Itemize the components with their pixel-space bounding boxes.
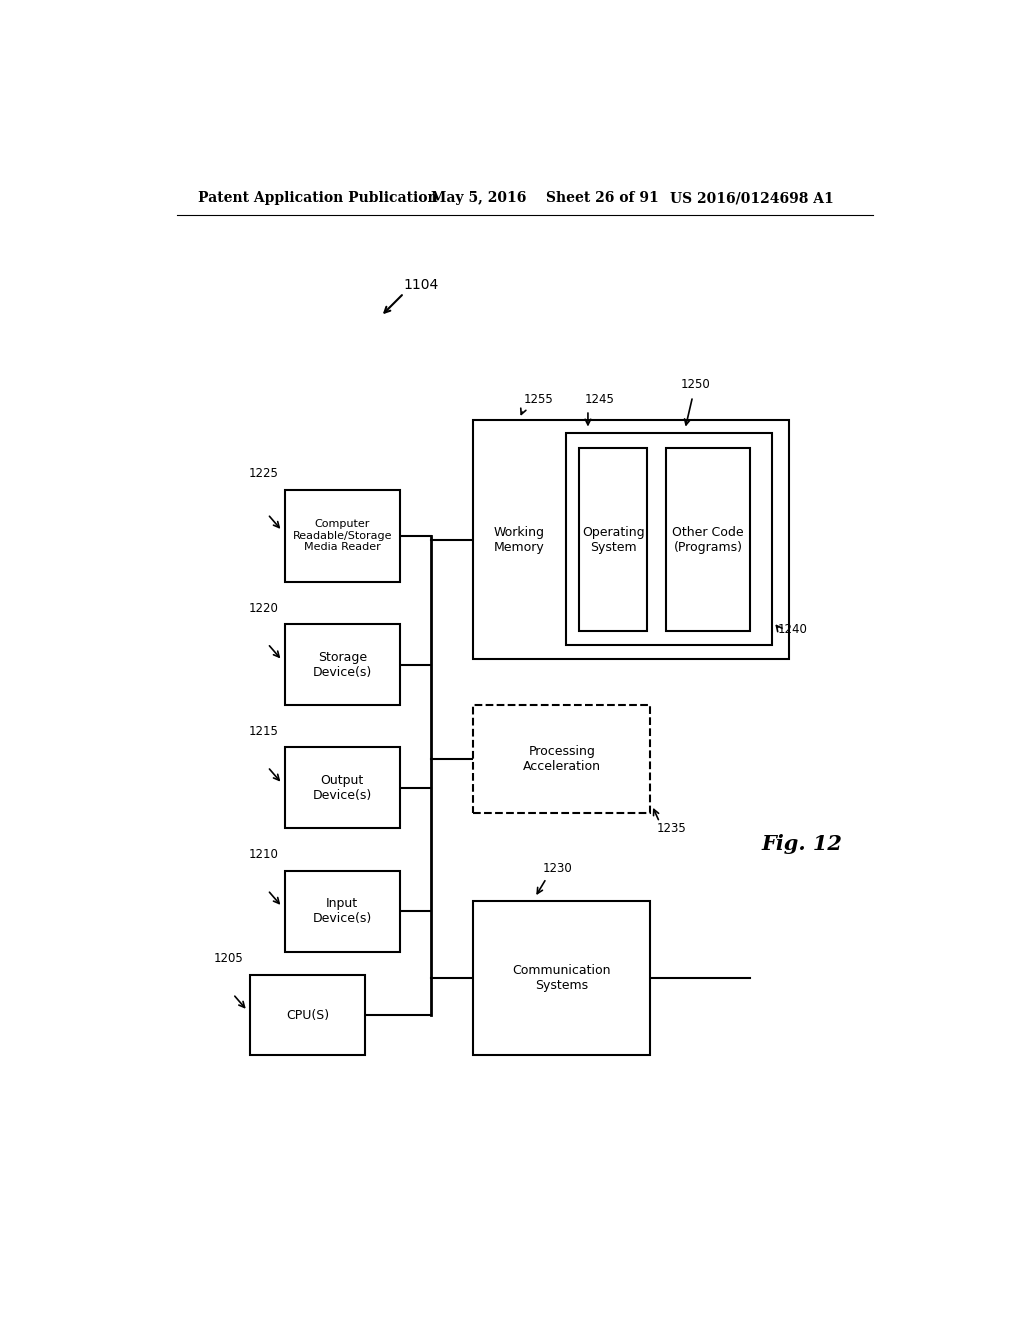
Text: 1220: 1220	[249, 602, 279, 615]
Text: 1215: 1215	[249, 725, 279, 738]
Text: 1250: 1250	[681, 378, 711, 391]
Bar	[285, 747, 400, 829]
Bar	[565, 433, 772, 645]
Text: CPU(S): CPU(S)	[286, 1008, 330, 1022]
Text: 1225: 1225	[249, 467, 279, 480]
Text: Communication
Systems: Communication Systems	[512, 965, 611, 993]
Text: Storage
Device(s): Storage Device(s)	[312, 651, 372, 678]
Text: Computer
Readable/Storage
Media Reader: Computer Readable/Storage Media Reader	[293, 519, 392, 552]
Text: Operating
System: Operating System	[582, 525, 645, 553]
Bar	[666, 447, 751, 631]
Text: US 2016/0124698 A1: US 2016/0124698 A1	[670, 191, 834, 206]
Text: Input
Device(s): Input Device(s)	[312, 898, 372, 925]
Bar	[473, 705, 650, 813]
Text: 1210: 1210	[249, 849, 279, 862]
Text: Other Code
(Programs): Other Code (Programs)	[672, 525, 743, 553]
Text: 1230: 1230	[543, 862, 572, 875]
Text: Sheet 26 of 91: Sheet 26 of 91	[547, 191, 659, 206]
Text: Fig. 12: Fig. 12	[762, 834, 843, 854]
Text: 1255: 1255	[523, 393, 553, 407]
Bar	[250, 974, 366, 1056]
Text: 1104: 1104	[403, 279, 439, 293]
Text: 1240: 1240	[778, 623, 808, 636]
Bar	[580, 447, 647, 631]
Text: May 5, 2016: May 5, 2016	[431, 191, 526, 206]
Bar	[285, 490, 400, 582]
Bar	[285, 624, 400, 705]
Text: Output
Device(s): Output Device(s)	[312, 774, 372, 801]
Text: 1235: 1235	[656, 822, 686, 834]
Bar	[473, 420, 788, 659]
Text: 1205: 1205	[214, 952, 244, 965]
Text: 1245: 1245	[585, 393, 614, 407]
Bar	[473, 902, 650, 1056]
Text: Processing
Acceleration: Processing Acceleration	[523, 744, 601, 774]
Bar	[285, 871, 400, 952]
Text: Patent Application Publication: Patent Application Publication	[199, 191, 438, 206]
Text: Working
Memory: Working Memory	[494, 525, 545, 553]
